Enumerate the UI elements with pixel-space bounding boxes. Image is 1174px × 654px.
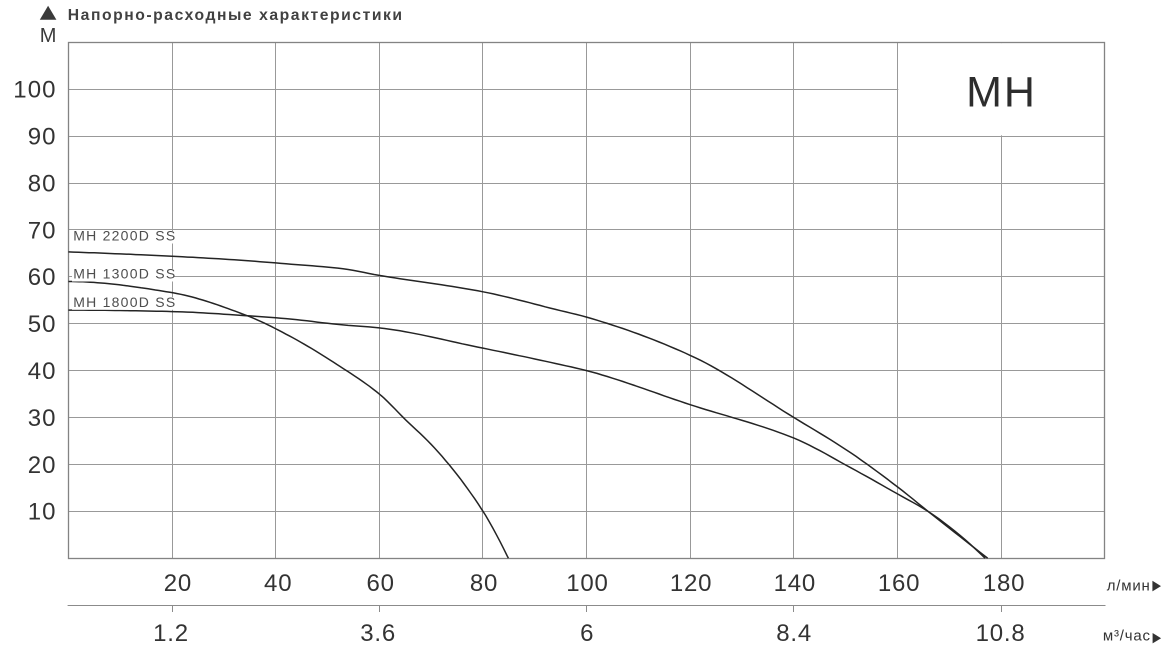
svg-text:20: 20 xyxy=(164,570,192,597)
svg-text:80: 80 xyxy=(470,570,498,597)
svg-text:1.2: 1.2 xyxy=(153,620,189,647)
svg-text:М: М xyxy=(40,25,57,47)
svg-text:120: 120 xyxy=(670,570,712,597)
svg-text:140: 140 xyxy=(774,570,816,597)
svg-text:МН: МН xyxy=(966,68,1037,116)
svg-text:6: 6 xyxy=(580,620,594,647)
svg-text:л/мин: л/мин xyxy=(1107,577,1151,594)
svg-text:180: 180 xyxy=(983,570,1025,597)
svg-text:160: 160 xyxy=(878,570,920,597)
svg-text:70: 70 xyxy=(28,217,57,244)
svg-text:МН 1800D SS: МН 1800D SS xyxy=(73,294,176,310)
svg-text:10.8: 10.8 xyxy=(976,620,1026,647)
svg-text:МН 2200D SS: МН 2200D SS xyxy=(73,228,176,244)
svg-text:90: 90 xyxy=(28,124,57,151)
svg-text:80: 80 xyxy=(28,170,57,197)
svg-text:3.6: 3.6 xyxy=(360,620,396,647)
svg-text:60: 60 xyxy=(28,264,57,291)
svg-text:Напорно-расходные характеристи: Напорно-расходные характеристики xyxy=(68,7,404,24)
svg-text:МН 1300D SS: МН 1300D SS xyxy=(73,266,176,282)
svg-text:30: 30 xyxy=(28,405,57,432)
svg-text:100: 100 xyxy=(566,570,608,597)
svg-text:10: 10 xyxy=(28,499,57,526)
svg-text:40: 40 xyxy=(28,358,57,385)
svg-text:50: 50 xyxy=(28,311,57,338)
svg-text:8.4: 8.4 xyxy=(776,620,812,647)
svg-text:м³/час: м³/час xyxy=(1103,628,1151,645)
svg-text:40: 40 xyxy=(264,570,292,597)
svg-text:60: 60 xyxy=(366,570,394,597)
svg-text:100: 100 xyxy=(13,77,56,104)
svg-text:20: 20 xyxy=(28,452,57,479)
